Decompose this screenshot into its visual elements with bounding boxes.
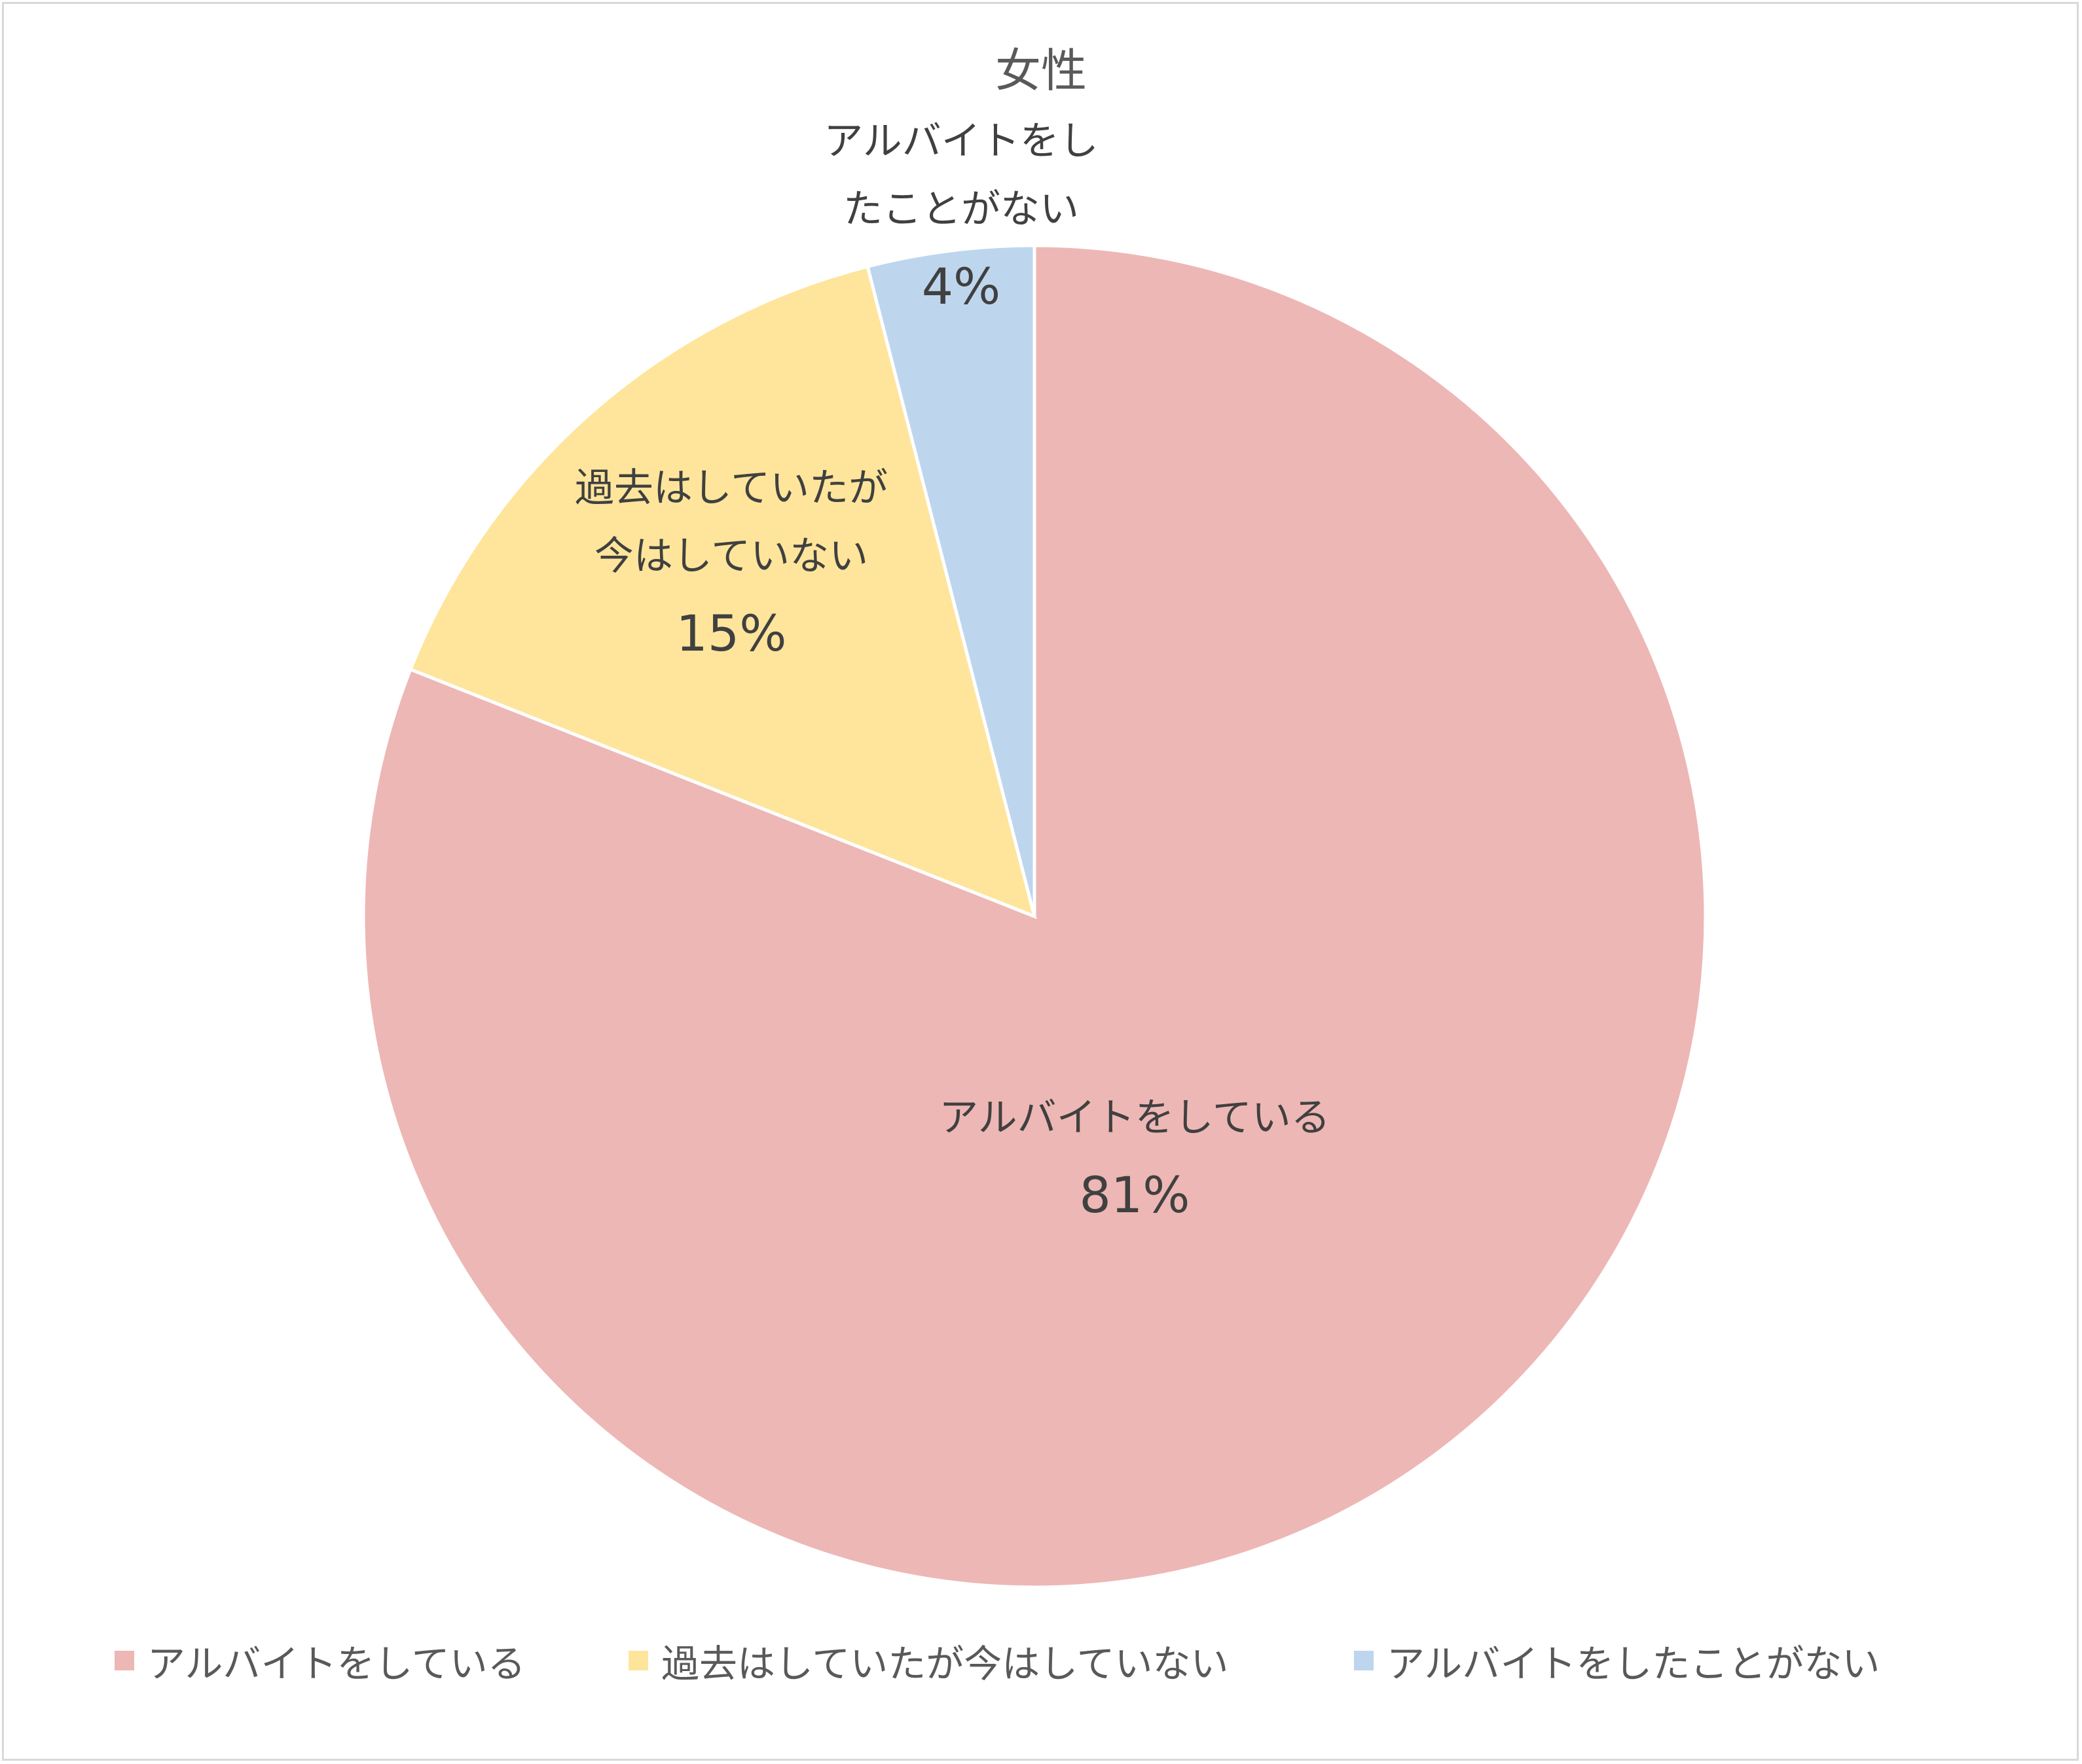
pie-data-labels: アルバイトをしている 81% 過去はしていたが今はしていない 15% アルバイトをしたこ… [575,118,1330,1224]
data-value-past: 15% [676,604,787,662]
legend-label-past: 過去はしていたが今はしていない [661,1642,1229,1686]
legend-swatch-working [115,1651,134,1670]
legend-swatch-past [629,1651,648,1670]
legend-item-never[interactable]: アルバイトをしたことがない [1354,1633,1880,1688]
data-label-working-line-1: アルバイトをしている [939,1095,1330,1141]
legend-label-working: アルバイトをしている [147,1642,526,1686]
legend-label-never: アルバイトをしたことがない [1387,1642,1880,1686]
legend-swatch-never [1354,1651,1374,1670]
legend-item-past[interactable]: 過去はしていたが今はしていない [629,1633,1229,1688]
data-label-never-line-1: アルバイトをし [824,118,1098,164]
legend: アルバイトをしている 過去はしていたが今はしていない アルバイトをしたことがない [0,1633,2082,1688]
data-label-past-line-1: 過去はしていたが [575,465,888,511]
data-value-never: 4% [922,257,1001,315]
data-label-never-line-2: たことがない [843,187,1079,232]
legend-item-working[interactable]: アルバイトをしている [115,1633,526,1688]
pie-slice-never[interactable] [866,243,1036,917]
data-value-working: 81% [1080,1166,1190,1224]
pie-slice-past[interactable] [408,264,1037,920]
pie-slices [361,243,1708,1589]
chart-title: 女性 [995,44,1087,98]
data-label-past-line-2: 今はしていない [594,533,868,579]
